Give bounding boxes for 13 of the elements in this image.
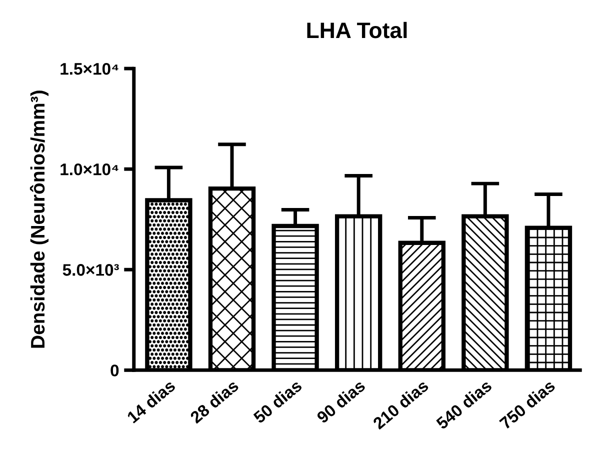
x-tick-label: 210 dias [372,378,430,430]
x-tick-label: 750 dias [498,378,556,430]
x-tick-label: 50 dias [252,378,303,424]
x-tick-label: 90 dias [316,378,366,424]
x-tick-label: 540 dias [435,378,493,430]
x-tick-label: 28 dias [189,378,240,424]
y-tick-label: 5.0×10³ [62,264,119,276]
y-tick-label: 1.5×10⁴ [60,62,118,75]
x-tick-label: 14 dias [126,378,176,424]
y-axis-title: Densidade (Neurônios/mm³) [30,90,48,348]
chart-title: LHA Total [307,22,407,38]
y-tick-label: 0 [110,364,119,376]
y-tick-label: 1.0×10⁴ [60,163,118,176]
